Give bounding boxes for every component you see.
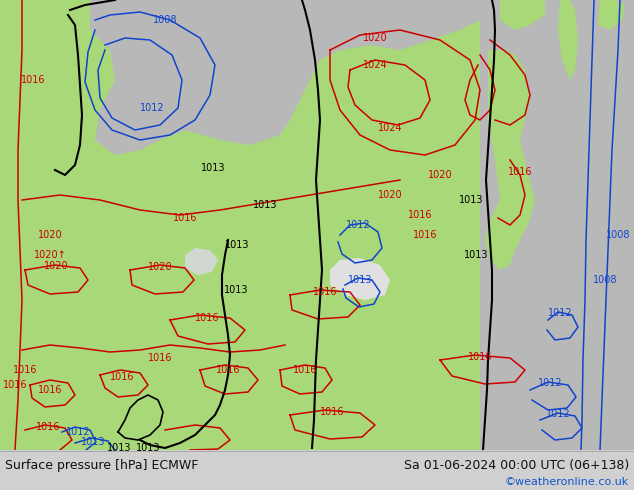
Text: 1012: 1012 [546, 409, 571, 419]
Text: 1016: 1016 [313, 287, 337, 297]
Text: 1024: 1024 [378, 123, 403, 133]
Text: 1024: 1024 [363, 60, 387, 70]
Text: 1016: 1016 [508, 167, 533, 177]
Text: 1012: 1012 [548, 308, 573, 318]
Text: 1013: 1013 [201, 163, 225, 173]
Text: 1016: 1016 [172, 213, 197, 223]
Text: 1012: 1012 [66, 427, 90, 437]
Text: 1016: 1016 [216, 365, 240, 375]
Text: 1020: 1020 [378, 190, 403, 200]
Text: 1016: 1016 [408, 210, 432, 220]
Text: 1020: 1020 [428, 170, 452, 180]
Text: 1013: 1013 [253, 200, 277, 210]
Polygon shape [90, 0, 480, 155]
Polygon shape [185, 248, 218, 275]
Polygon shape [598, 0, 625, 30]
Text: 1013: 1013 [348, 275, 372, 285]
Text: 1016: 1016 [195, 313, 219, 323]
Text: 1016: 1016 [468, 352, 492, 362]
Text: 1020: 1020 [148, 262, 172, 272]
Text: 1016: 1016 [13, 365, 37, 375]
Text: 1013: 1013 [81, 437, 105, 447]
Text: 1012: 1012 [538, 378, 562, 388]
Polygon shape [480, 0, 634, 450]
Text: 1016: 1016 [293, 365, 317, 375]
Text: 1013: 1013 [463, 250, 488, 260]
Text: 1016: 1016 [413, 230, 437, 240]
Text: 1016: 1016 [21, 75, 45, 85]
Text: 1013: 1013 [224, 285, 249, 295]
Text: 1013: 1013 [224, 240, 249, 250]
Text: 1016: 1016 [320, 407, 344, 417]
Text: ©weatheronline.co.uk: ©weatheronline.co.uk [505, 477, 629, 487]
Text: 1016: 1016 [3, 380, 27, 390]
Polygon shape [500, 0, 545, 30]
Text: 1008: 1008 [593, 275, 618, 285]
Text: 1016: 1016 [110, 372, 134, 382]
Text: 1020: 1020 [363, 33, 387, 43]
Text: Sa 01-06-2024 00:00 UTC (06+138): Sa 01-06-2024 00:00 UTC (06+138) [404, 459, 629, 471]
Text: 1008: 1008 [153, 15, 178, 25]
Text: 1020↑: 1020↑ [34, 250, 67, 260]
Text: 1020: 1020 [37, 230, 62, 240]
Text: 1013: 1013 [136, 443, 160, 453]
Text: 1013: 1013 [107, 443, 131, 453]
Polygon shape [0, 0, 480, 450]
Text: 1012: 1012 [139, 103, 164, 113]
Text: 1012: 1012 [346, 220, 370, 230]
Text: Surface pressure [hPa] ECMWF: Surface pressure [hPa] ECMWF [5, 459, 198, 471]
Text: 1016: 1016 [38, 385, 62, 395]
Polygon shape [558, 0, 578, 80]
Text: 1008: 1008 [605, 230, 630, 240]
Text: 1020: 1020 [44, 261, 68, 271]
Text: 1016: 1016 [148, 353, 172, 363]
Text: 1013: 1013 [459, 195, 483, 205]
Polygon shape [485, 50, 535, 270]
Polygon shape [330, 258, 390, 300]
Text: 1016: 1016 [36, 422, 60, 432]
